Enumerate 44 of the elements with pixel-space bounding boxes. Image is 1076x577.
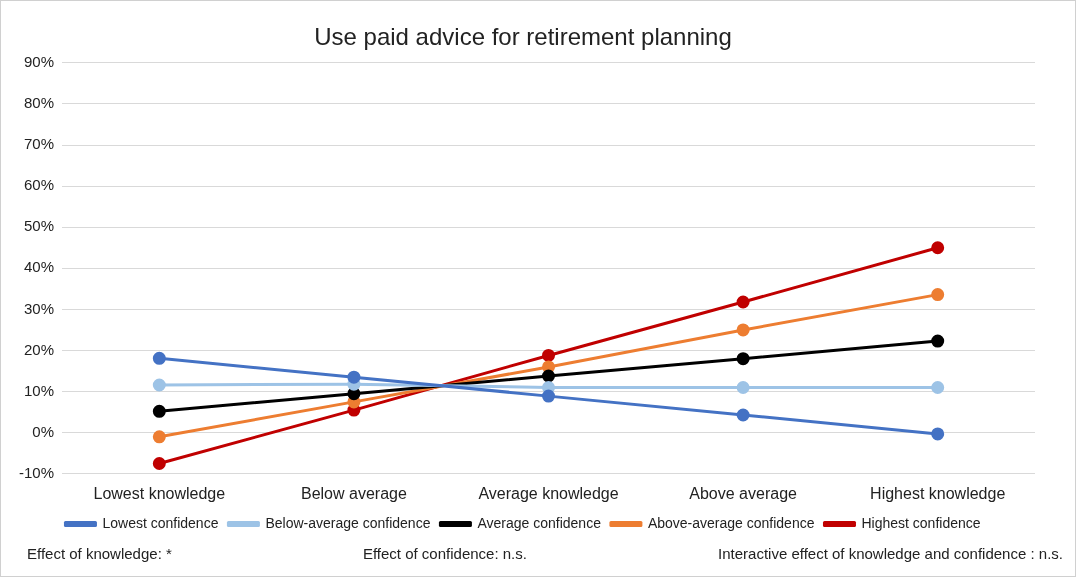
- point: [152, 404, 166, 418]
- y-tick-label: 90%: [23, 52, 55, 70]
- point: [736, 408, 750, 422]
- x-tick-label: Above average: [689, 484, 798, 502]
- x-tick-label: Average knowledge: [478, 484, 619, 502]
- y-tick-label: 10%: [23, 381, 55, 399]
- point: [152, 378, 166, 392]
- point: [736, 352, 750, 366]
- legend-label: Lowest confidence: [102, 514, 219, 531]
- point: [736, 380, 750, 394]
- y-tick-label: -10%: [18, 463, 55, 481]
- point: [736, 295, 750, 309]
- point: [931, 427, 945, 441]
- chart-title: Use paid advice for retirement planning: [314, 23, 732, 51]
- point: [931, 334, 945, 348]
- point: [347, 370, 361, 384]
- point: [931, 288, 945, 302]
- point: [152, 351, 166, 365]
- point: [736, 323, 750, 337]
- y-tick-label: 40%: [23, 258, 55, 276]
- text: Interactive effect of knowledge and confidence : n.s.: [718, 545, 1063, 562]
- x-tick-label: Highest knowledge: [870, 484, 1006, 502]
- point: [931, 241, 945, 255]
- y-tick-label: 20%: [23, 340, 55, 358]
- point: [152, 457, 166, 471]
- x-tick-label: Lowest knowledge: [93, 484, 226, 502]
- y-tick-label: 0%: [32, 422, 55, 440]
- legend-label: Below-average confidence: [265, 514, 431, 531]
- x-tick-label: Below average: [300, 484, 407, 502]
- point: [152, 430, 166, 444]
- y-tick-label: 70%: [23, 135, 55, 153]
- text: Effect of knowledge: *: [27, 545, 172, 562]
- legend-label: Above-average confidence: [647, 514, 815, 531]
- y-tick-label: 30%: [23, 299, 55, 317]
- legend-label: Highest confidence: [861, 514, 981, 531]
- text: Effect of confidence: n.s.: [362, 545, 527, 562]
- point: [931, 380, 945, 394]
- legend-label: Average confidence: [477, 514, 602, 531]
- y-tick-label: 80%: [23, 94, 55, 112]
- point: [542, 369, 556, 383]
- y-tick-label: 50%: [23, 217, 55, 235]
- y-tick-label: 60%: [23, 176, 55, 194]
- point: [542, 389, 556, 403]
- point: [542, 348, 556, 362]
